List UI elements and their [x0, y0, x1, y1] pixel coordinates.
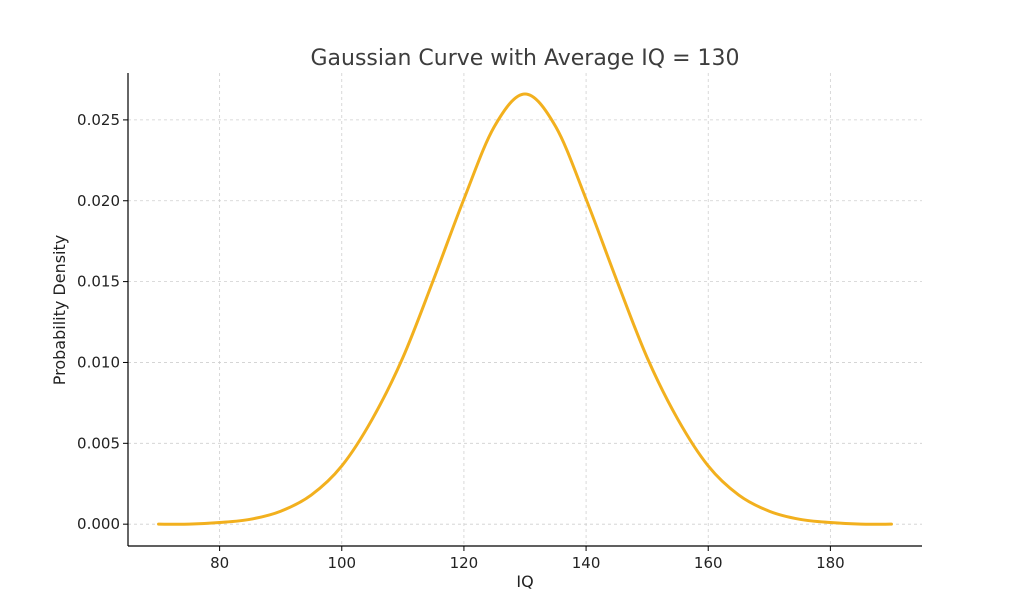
x-tick-label: 180 — [816, 554, 845, 572]
series-layer — [157, 92, 893, 526]
series-line-0 — [157, 92, 893, 526]
chart-title: Gaussian Curve with Average IQ = 130 — [310, 46, 739, 71]
y-tick-label: 0.015 — [77, 273, 120, 291]
y-tick-label: 0.025 — [77, 111, 120, 129]
y-axis-label: Probability Density — [50, 235, 69, 386]
x-axis-label: IQ — [516, 572, 533, 591]
y-tick-label: 0.005 — [77, 434, 120, 452]
x-tick-label: 100 — [327, 554, 356, 572]
y-tick-label: 0.000 — [77, 515, 120, 533]
axis-ticks: 80 100 120 140 160 180 0.000 0.005 0.010 0.015 0.0… — [77, 111, 845, 572]
y-tick-label: 0.020 — [77, 192, 120, 210]
x-tick-label: 140 — [572, 554, 601, 572]
y-tick-label: 0.010 — [77, 353, 120, 371]
grid-lines — [128, 73, 922, 546]
x-tick-label: 120 — [450, 554, 479, 572]
x-tick-label: 80 — [210, 554, 229, 572]
x-tick-label: 160 — [694, 554, 723, 572]
